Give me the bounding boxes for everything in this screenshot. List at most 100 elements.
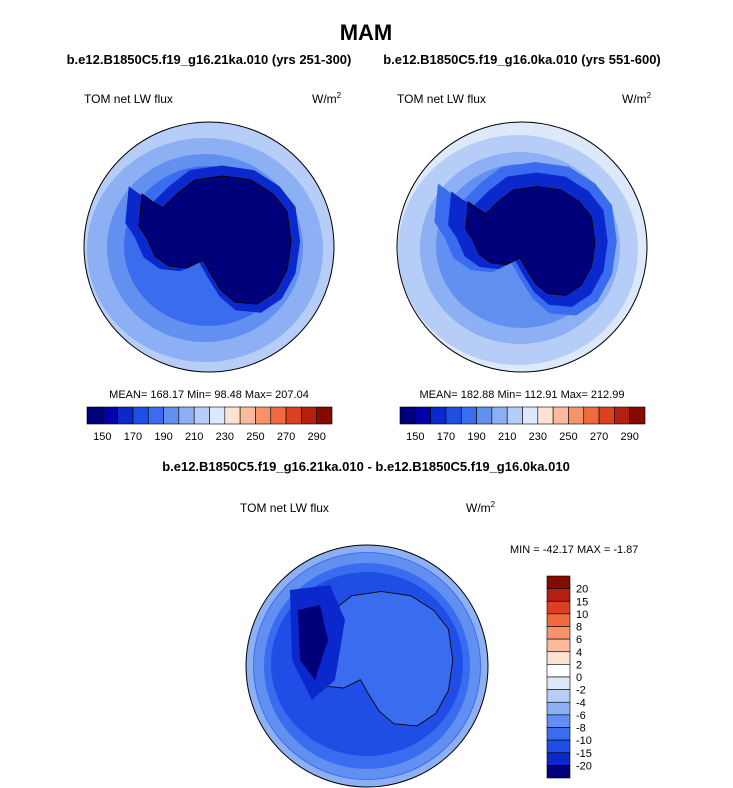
stats: MIN = -42.17 MAX = -1.87: [510, 544, 638, 556]
colorbar-label: 150: [93, 431, 111, 443]
colorbar-label: 2: [576, 659, 582, 671]
map-panel: b.e12.B1850C5.f19_g16.0ka.010 (yrs 551-6…: [383, 52, 661, 443]
colorbar-box: [132, 406, 149, 425]
colorbar-label: 20: [576, 584, 588, 596]
colorbar-box: [285, 406, 302, 425]
units-base: W/m: [466, 501, 491, 515]
colorbar-label: -15: [576, 748, 592, 760]
colorbar-box: [546, 638, 571, 653]
colorbar-box: [546, 575, 571, 589]
colorbar-box: [430, 406, 447, 425]
units-power: 2: [491, 500, 496, 509]
colorbar-box: [415, 406, 431, 425]
colorbar-label: 270: [277, 431, 295, 443]
colorbar-box: [147, 406, 164, 425]
colorbar-label: 210: [498, 431, 516, 443]
colorbar-box: [546, 689, 571, 703]
colorbar-box: [546, 765, 571, 779]
stats: MEAN= 182.88 Min= 112.91 Max= 212.99: [420, 389, 625, 401]
colorbar-label: 0: [576, 672, 582, 684]
units-base: W/m: [622, 92, 647, 106]
units: W/m2: [312, 91, 342, 106]
colorbar-box: [546, 626, 571, 640]
colorbar-box: [546, 600, 571, 615]
colorbar-box: [399, 406, 416, 425]
colorbar-label: 250: [246, 431, 264, 443]
colorbar-box: [117, 406, 134, 425]
colorbar-box: [102, 406, 118, 425]
colorbar-box: [193, 406, 210, 425]
map-border: [83, 121, 335, 373]
colorbar-box: [546, 664, 571, 678]
colorbar-label: -6: [576, 710, 586, 722]
colorbar-box: [460, 406, 477, 425]
units-power: 2: [337, 91, 342, 100]
map-panel: b.e12.B1850C5.f19_g16.21ka.010 (yrs 251-…: [67, 52, 352, 443]
colorbar-box: [301, 406, 317, 425]
colorbar-label: 170: [437, 431, 455, 443]
units: W/m2: [622, 91, 652, 106]
colorbar-box: [506, 406, 523, 425]
colorbar-box: [445, 406, 462, 425]
colorbar-box: [546, 727, 571, 741]
colorbar-box: [546, 613, 571, 627]
colorbar-box: [491, 406, 508, 425]
variable: TOM net LW flux: [240, 501, 329, 515]
colorbar-label: 190: [154, 431, 172, 443]
colorbar-label: 190: [467, 431, 485, 443]
colorbar-box: [546, 739, 571, 754]
colorbar-box: [316, 406, 333, 425]
colorbar-box: [568, 406, 585, 425]
colorbar-label: -10: [576, 735, 592, 747]
subtitle: b.e12.B1850C5.f19_g16.21ka.010 (yrs 251-…: [67, 52, 352, 67]
colorbar-box: [178, 406, 195, 425]
colorbar-box: [209, 406, 226, 425]
colorbar-label: 230: [529, 431, 547, 443]
colorbar-box: [614, 406, 630, 425]
colorbar-box: [537, 406, 554, 425]
variable: TOM net LW flux: [397, 92, 486, 106]
colorbar-box: [546, 588, 571, 602]
map-border: [245, 544, 489, 788]
map-fill: [397, 122, 647, 372]
colorbar-box: [522, 406, 539, 425]
colorbar-box: [270, 406, 287, 425]
colorbar-box: [86, 406, 103, 425]
colorbar-label: 290: [308, 431, 326, 443]
colorbar-label: 210: [185, 431, 203, 443]
difference-panel: b.e12.B1850C5.f19_g16.21ka.010 - b.e12.B…: [162, 459, 638, 788]
units-power: 2: [647, 91, 652, 100]
colorbar-box: [546, 752, 571, 766]
colorbar-box: [552, 406, 569, 425]
colorbar-box: [224, 406, 241, 425]
subtitle: b.e12.B1850C5.f19_g16.0ka.010 (yrs 551-6…: [383, 52, 661, 67]
colorbar-label: 6: [576, 634, 582, 646]
units: W/m2: [466, 500, 496, 515]
colorbar-box: [255, 406, 272, 425]
colorbar-label: 170: [124, 431, 142, 443]
colorbar-box: [546, 676, 571, 690]
colorbar-label: 150: [406, 431, 424, 443]
stats: MEAN= 168.17 Min= 98.48 Max= 207.04: [109, 389, 309, 401]
subtitle: b.e12.B1850C5.f19_g16.21ka.010 - b.e12.B…: [162, 459, 570, 474]
colorbar-label: 290: [621, 431, 639, 443]
colorbar-label: 15: [576, 596, 588, 608]
colorbar-label: 250: [559, 431, 577, 443]
colorbar-box: [163, 406, 180, 425]
map-border: [396, 121, 648, 373]
title: MAM: [340, 20, 393, 45]
colorbar-label: -8: [576, 723, 586, 735]
colorbar-box: [476, 406, 493, 425]
map-fill: [84, 122, 334, 372]
colorbar-label: 8: [576, 622, 582, 634]
colorbar-box: [629, 406, 646, 425]
colorbar-label: 230: [216, 431, 234, 443]
colorbar-label: -2: [576, 685, 586, 697]
colorbar-label: 10: [576, 609, 588, 621]
variable: TOM net LW flux: [84, 92, 173, 106]
colorbar-label: -20: [576, 760, 592, 772]
colorbar-box: [239, 406, 256, 425]
colorbar: 150 170 190 210 230 250 270 290: [399, 406, 646, 443]
